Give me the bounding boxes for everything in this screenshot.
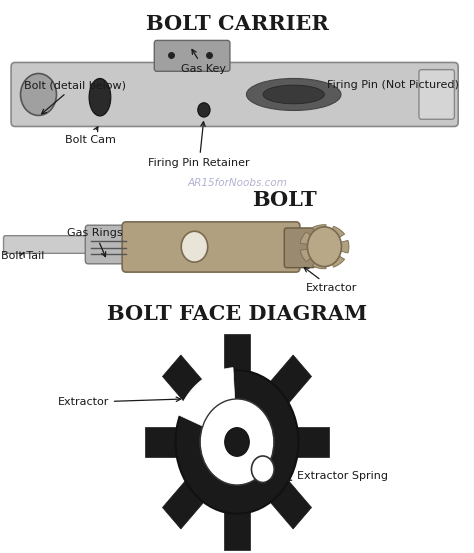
Text: BOLT: BOLT (252, 190, 317, 210)
Polygon shape (42, 98, 50, 108)
FancyBboxPatch shape (284, 228, 315, 268)
FancyBboxPatch shape (85, 225, 131, 264)
Text: Gas Key: Gas Key (182, 49, 227, 74)
Polygon shape (32, 75, 45, 90)
FancyBboxPatch shape (155, 40, 230, 71)
Text: Extractor: Extractor (304, 268, 357, 293)
Text: BOLT CARRIER: BOLT CARRIER (146, 14, 328, 34)
Polygon shape (268, 355, 311, 406)
Text: AR15forNoobs.com: AR15forNoobs.com (187, 178, 287, 187)
Text: Extractor Spring: Extractor Spring (267, 471, 388, 484)
Ellipse shape (263, 85, 324, 104)
Polygon shape (312, 225, 326, 233)
Polygon shape (268, 478, 311, 529)
Polygon shape (43, 87, 55, 102)
Polygon shape (331, 226, 345, 238)
FancyBboxPatch shape (122, 222, 300, 272)
Polygon shape (27, 98, 36, 108)
Circle shape (225, 427, 249, 456)
Polygon shape (163, 478, 206, 529)
Polygon shape (27, 81, 36, 91)
Circle shape (225, 427, 249, 456)
Text: Firing Pin Retainer: Firing Pin Retainer (148, 122, 250, 168)
Ellipse shape (246, 79, 341, 111)
Text: Bolt Cam: Bolt Cam (65, 127, 116, 145)
FancyBboxPatch shape (419, 70, 455, 119)
Text: Extractor: Extractor (57, 397, 181, 407)
Polygon shape (331, 255, 345, 267)
FancyBboxPatch shape (3, 236, 97, 253)
FancyBboxPatch shape (11, 62, 458, 127)
Text: BOLT FACE DIAGRAM: BOLT FACE DIAGRAM (107, 304, 367, 324)
Circle shape (200, 399, 274, 485)
Polygon shape (22, 87, 34, 102)
Circle shape (20, 74, 56, 116)
Polygon shape (145, 427, 181, 457)
Polygon shape (42, 81, 50, 91)
Text: Bolt (detail below): Bolt (detail below) (24, 80, 127, 114)
Polygon shape (32, 100, 45, 114)
Polygon shape (163, 355, 206, 406)
Circle shape (198, 103, 210, 117)
Polygon shape (293, 427, 329, 457)
Circle shape (308, 227, 341, 267)
Text: Bolt Tail: Bolt Tail (0, 251, 44, 261)
Circle shape (175, 371, 299, 514)
Text: Firing Pin (Not Pictured): Firing Pin (Not Pictured) (327, 80, 459, 90)
Circle shape (181, 231, 208, 262)
Circle shape (252, 456, 274, 482)
Polygon shape (341, 241, 349, 253)
Polygon shape (312, 260, 326, 269)
Polygon shape (300, 232, 312, 244)
Polygon shape (224, 334, 250, 376)
Polygon shape (178, 368, 237, 442)
Polygon shape (224, 508, 250, 550)
Circle shape (200, 399, 274, 485)
Ellipse shape (89, 79, 111, 116)
Text: Gas Rings: Gas Rings (67, 228, 123, 257)
Polygon shape (300, 249, 312, 262)
